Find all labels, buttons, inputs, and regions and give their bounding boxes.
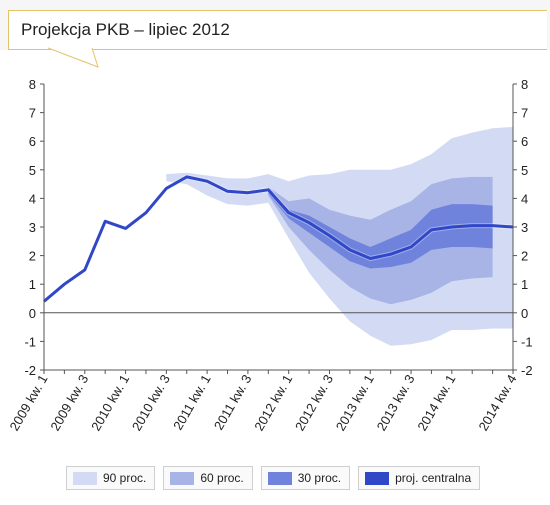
y-tick-label-left: 8 [29, 77, 36, 92]
x-tick-label: 2012 kw. 3 [292, 372, 336, 433]
y-tick-label-left: 5 [29, 163, 36, 178]
y-tick-label-right: -2 [521, 363, 533, 378]
title-callout-tail [48, 47, 99, 68]
band-30 [268, 188, 493, 269]
legend-label: 60 proc. [200, 471, 244, 485]
x-tick-label: 2013 kw. 1 [333, 372, 377, 433]
y-tick-label-left: 0 [29, 306, 36, 321]
page-title: Projekcja PKB – lipiec 2012 [21, 20, 230, 39]
y-tick-label-right: 8 [521, 77, 528, 92]
legend-swatch [73, 471, 97, 485]
axes [40, 83, 517, 374]
x-tick-label: 2013 kw. 3 [374, 372, 418, 433]
legend-item: 60 proc. [163, 466, 253, 490]
y-tick-label-right: 1 [521, 277, 528, 292]
y-tick-label-left: 7 [29, 106, 36, 121]
legend-label: 90 proc. [103, 471, 147, 485]
y-tick-label-left: 1 [29, 277, 36, 292]
title-bar: Projekcja PKB – lipiec 2012 [0, 0, 550, 68]
x-tick-label: 2010 kw. 1 [88, 372, 132, 433]
x-tick-label: 2011 kw. 3 [211, 372, 255, 433]
y-tick-label-right: 3 [521, 220, 528, 235]
fan-bands [166, 126, 514, 346]
x-tick-label: 2011 kw. 1 [170, 372, 214, 433]
central-line [43, 175, 514, 303]
y-tick-label-left: -1 [24, 334, 36, 349]
y-tick-label-right: 7 [521, 106, 528, 121]
y-tick-label-left: -2 [24, 363, 36, 378]
legend-swatch [267, 471, 292, 485]
legend-label: proj. centralna [395, 471, 472, 485]
y-tick-label-right: 6 [521, 134, 528, 149]
x-tick-label: 2014 kw. 4 [476, 372, 520, 433]
title-box: Projekcja PKB – lipiec 2012 [8, 10, 547, 50]
legend-swatch [170, 471, 195, 485]
legend: 90 proc. 60 proc. 30 proc. proj. centralna [66, 466, 481, 492]
central-line-layer [42, 174, 514, 304]
y-tick-label-right: 4 [521, 191, 528, 206]
legend-item: proj. centralna [358, 466, 481, 490]
legend-label: 30 proc. [297, 471, 342, 485]
y-tick-label-right: -1 [521, 334, 533, 349]
x-tick-label: 2009 kw. 1 [7, 372, 51, 433]
y-tick-label-left: 3 [29, 220, 36, 235]
x-tick-label: 2009 kw. 3 [47, 372, 91, 433]
legend-item: 30 proc. [260, 466, 351, 490]
y-tick-label-right: 2 [521, 249, 528, 264]
y-tick-label-left: 2 [29, 249, 36, 264]
y-tick-label-left: 6 [29, 134, 36, 149]
legend-item: 90 proc. [66, 466, 156, 490]
x-tick-label: 2012 kw. 1 [251, 372, 295, 433]
y-tick-label-right: 5 [521, 163, 528, 178]
y-tick-label-right: 0 [521, 306, 528, 321]
legend-swatch [365, 471, 390, 485]
y-tick-label-left: 4 [29, 191, 36, 206]
x-tick-label: 2014 kw. 1 [414, 372, 458, 433]
x-tick-label: 2010 kw. 3 [129, 372, 173, 433]
